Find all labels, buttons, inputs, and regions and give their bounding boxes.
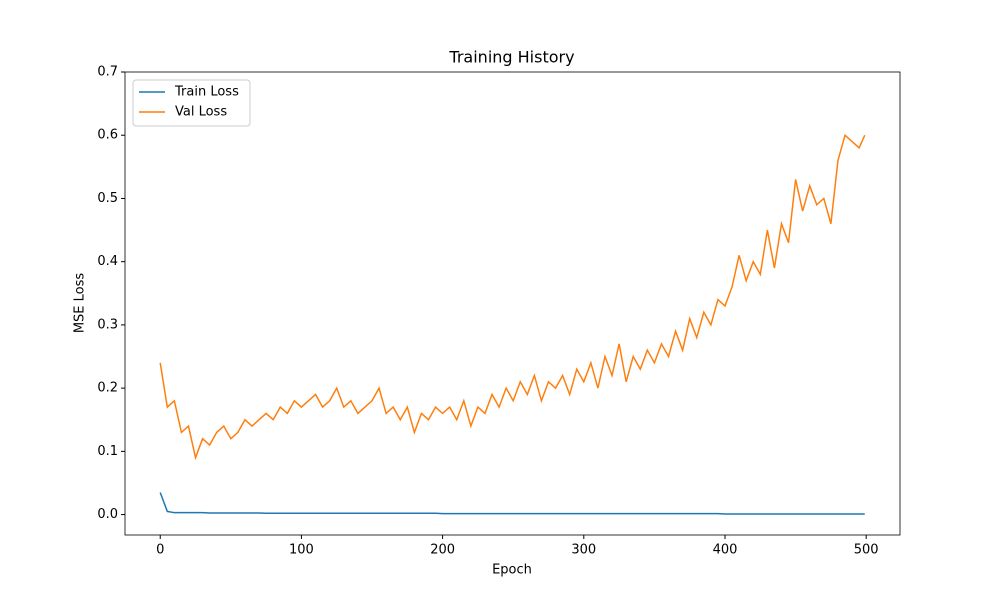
y-tick-label: 0.5 — [97, 191, 118, 206]
x-tick-label: 500 — [854, 543, 879, 558]
y-tick-label: 0.6 — [97, 128, 118, 143]
plot-frame — [124, 71, 901, 536]
y-tick-label: 0.1 — [97, 444, 118, 459]
x-tick-label: 100 — [289, 543, 314, 558]
line-series — [159, 492, 865, 515]
y-tick-label: 0.2 — [97, 381, 118, 396]
y-tick-label: 0.7 — [97, 65, 118, 80]
x-axis-label: Epoch — [492, 563, 532, 578]
y-axis-label: MSE Loss — [73, 273, 88, 334]
chart-title: Training History — [448, 48, 574, 67]
line-series — [159, 133, 866, 461]
y-tick-label: 0.3 — [97, 317, 118, 332]
x-tick-label: 0 — [156, 543, 164, 558]
y-tick-label: 0.4 — [97, 254, 118, 269]
legend-label: Train Loss — [174, 85, 239, 100]
x-tick-label: 400 — [713, 543, 738, 558]
x-tick-label: 200 — [430, 543, 455, 558]
x-tick-label: 300 — [571, 543, 596, 558]
y-tick-label: 0.0 — [97, 507, 118, 522]
legend-label: Val Loss — [175, 105, 227, 120]
